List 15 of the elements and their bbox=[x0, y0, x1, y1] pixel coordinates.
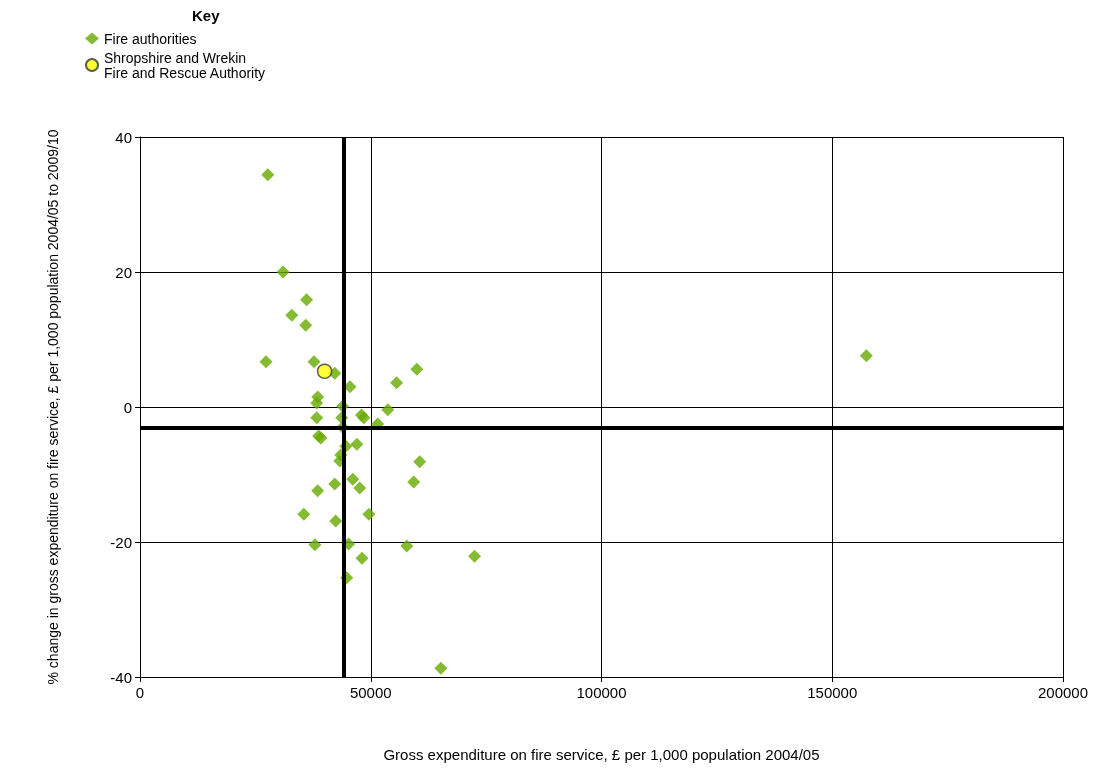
x-tick-label: 200000 bbox=[1037, 684, 1089, 701]
y-axis-title: % change in gross expenditure on fire service, £ per 1,000 population 2004/05 to 2009/10 bbox=[45, 129, 61, 685]
x-tick-label: 100000 bbox=[576, 684, 627, 701]
y-tick-label: 20 bbox=[115, 263, 132, 281]
x-tick-label: 50000 bbox=[349, 684, 392, 701]
x-tick-label: 150000 bbox=[807, 684, 858, 701]
y-tick-label: 0 bbox=[123, 398, 132, 416]
legend-title: Key bbox=[192, 7, 221, 24]
legend-label: Fire authorities bbox=[104, 30, 197, 47]
y-tick-label: -20 bbox=[110, 533, 132, 551]
y-tick-label: -40 bbox=[110, 668, 132, 686]
legend-label: Shropshire and Wrekin Fire and Rescue Authority bbox=[104, 49, 266, 81]
y-tick-label: 40 bbox=[115, 128, 132, 146]
x-tick-label: 0 bbox=[135, 684, 145, 701]
x-axis-title: Gross expenditure on fire service, £ per 1,000 population 2004/05 bbox=[383, 746, 820, 763]
